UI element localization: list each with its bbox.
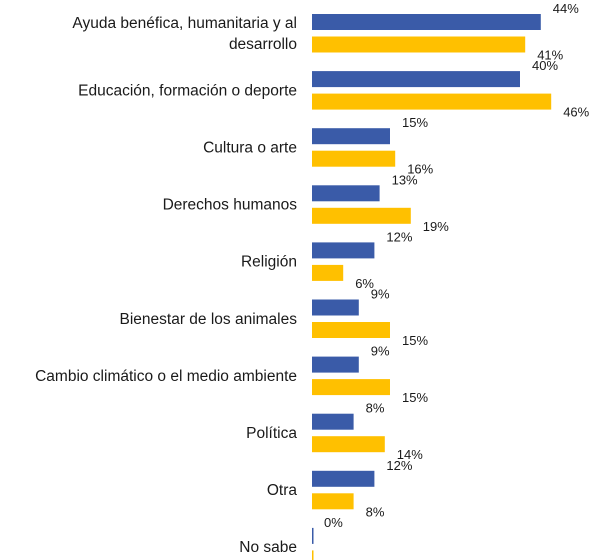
- value-label-series2-bienestar-de-los-animales: 15%: [402, 333, 428, 348]
- bar-series2-bienestar-de-los-animales: [312, 322, 390, 338]
- bar-series2-derechos-humanos: [312, 207, 411, 224]
- bar-series1-cambio-climatico-o-el-medio-ambiente: [312, 356, 359, 373]
- value-label-series1-ayuda-benefica-humanitaria-y-al-desarrollo: 44%: [553, 1, 579, 16]
- value-label-series1-derechos-humanos: 13%: [392, 172, 418, 187]
- category-label-derechos-humanos: Derechos humanos: [163, 197, 298, 214]
- category-label-cambio-climatico-o-el-medio-ambiente: Cambio climático o el medio ambiente: [35, 368, 297, 385]
- bar-series2-otra: [312, 493, 354, 510]
- value-label-series1-cultura-o-arte: 15%: [402, 115, 428, 130]
- category-label-ayuda-benefica-humanitaria-y-al-desarrollo: Ayuda benéfica, humanitaria y al desarrol…: [72, 15, 297, 53]
- bar-series1-ayuda-benefica-humanitaria-y-al-desarrollo: [312, 14, 541, 30]
- category-label-cultura-o-arte: Cultura o arte: [203, 139, 297, 156]
- value-label-series1-educacion-formacion-o-deporte: 40%: [532, 58, 558, 73]
- bar-series1-no-sabe: [312, 527, 314, 544]
- bar-series2-religion: [312, 264, 344, 281]
- bar-series2-no-sabe: [312, 550, 314, 560]
- value-label-series2-politica: 14%: [397, 447, 423, 462]
- value-label-series2-ayuda-benefica-humanitaria-y-al-desarrollo: 41%: [537, 48, 563, 63]
- value-label-series1-bienestar-de-los-animales: 9%: [371, 287, 390, 302]
- value-label-series1-otra: 12%: [386, 458, 412, 473]
- value-label-series1-politica: 8%: [366, 401, 385, 416]
- bars: [312, 14, 552, 560]
- bar-series1-otra: [312, 470, 375, 487]
- bar-series2-educacion-formacion-o-deporte: [312, 93, 552, 110]
- bar-series2-politica: [312, 436, 385, 453]
- category-labels: Ayuda benéfica, humanitaria y al desarrol…: [35, 15, 297, 556]
- bar-series1-educacion-formacion-o-deporte: [312, 71, 520, 88]
- bar-series1-cultura-o-arte: [312, 128, 390, 145]
- bar-series1-derechos-humanos: [312, 185, 380, 202]
- category-label-religion: Religión: [241, 254, 297, 271]
- value-label-series2-cultura-o-arte: 16%: [407, 162, 433, 177]
- value-labels: 44%41%40%46%15%16%13%19%12%6%9%15%9%15%8…: [324, 1, 590, 530]
- value-label-series1-religion: 12%: [386, 229, 412, 244]
- value-label-series1-no-sabe: 0%: [324, 515, 343, 530]
- category-label-no-sabe: No sabe: [239, 539, 297, 556]
- value-label-series2-otra: 8%: [366, 504, 385, 519]
- bar-series2-ayuda-benefica-humanitaria-y-al-desarrollo: [312, 36, 526, 53]
- bar-series1-religion: [312, 242, 375, 259]
- value-label-series1-cambio-climatico-o-el-medio-ambiente: 9%: [371, 344, 390, 359]
- category-label-bienestar-de-los-animales: Bienestar de los animales: [120, 311, 298, 328]
- value-label-series2-derechos-humanos: 19%: [423, 219, 449, 234]
- bar-series2-cultura-o-arte: [312, 150, 396, 167]
- value-label-series2-educacion-formacion-o-deporte: 46%: [563, 105, 589, 120]
- bar-series1-politica: [312, 413, 354, 430]
- category-label-politica: Política: [246, 425, 297, 442]
- bar-series2-cambio-climatico-o-el-medio-ambiente: [312, 379, 390, 396]
- category-label-otra: Otra: [267, 482, 298, 499]
- value-label-series2-religion: 6%: [355, 276, 374, 291]
- value-label-series2-cambio-climatico-o-el-medio-ambiente: 15%: [402, 390, 428, 405]
- bar-series1-bienestar-de-los-animales: [312, 299, 359, 316]
- category-label-educacion-formacion-o-deporte: Educación, formación o deporte: [78, 82, 297, 99]
